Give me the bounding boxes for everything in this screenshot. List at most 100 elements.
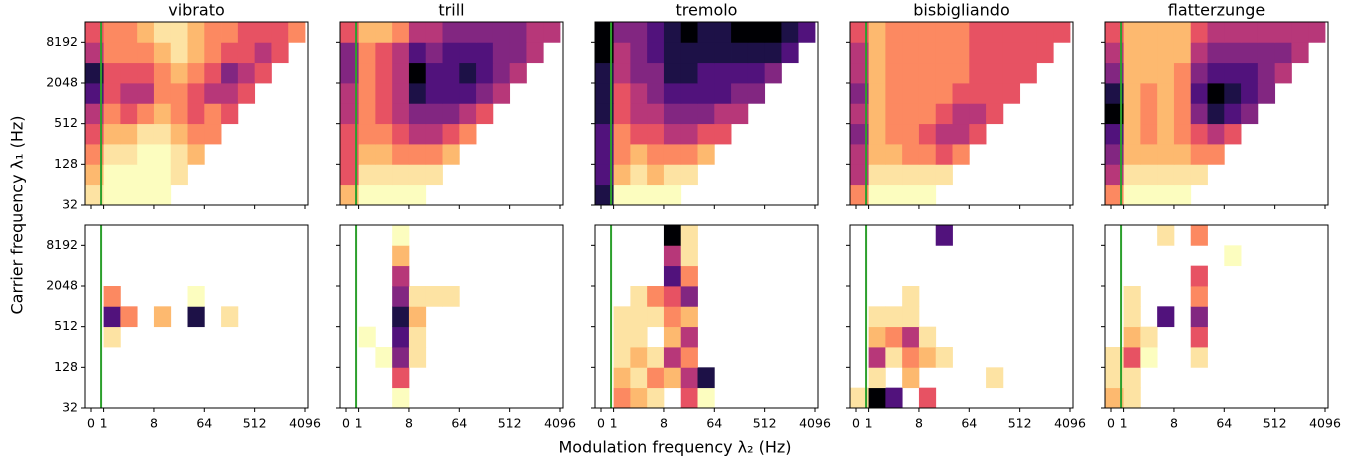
- heat-cell: [1190, 306, 1208, 328]
- heat-cell: [425, 62, 443, 84]
- heat-cell: [1173, 22, 1192, 43]
- panel-frame: [594, 224, 819, 409]
- heat-cell: [918, 144, 937, 165]
- heat-cell: [1157, 83, 1175, 104]
- heat-cell: [613, 103, 631, 125]
- heat-cell: [850, 62, 869, 84]
- heat-cell: [392, 42, 410, 64]
- x-tick-label: 8: [150, 416, 158, 431]
- heat-cell: [1105, 62, 1124, 84]
- heat-cell: [986, 62, 1004, 84]
- heat-cell: [902, 144, 920, 165]
- heat-cell: [103, 306, 121, 328]
- heat-cell: [1173, 103, 1192, 125]
- heat-cell: [647, 184, 665, 206]
- heat-cell: [103, 184, 121, 206]
- heat-cell: [697, 62, 715, 84]
- heat-cell: [392, 387, 410, 409]
- heat-cell: [647, 306, 665, 328]
- heat-cell: [1291, 22, 1309, 43]
- heat-cell: [902, 347, 920, 368]
- heat-cell: [1105, 103, 1124, 125]
- heat-cell: [103, 144, 121, 165]
- x-tick-label: 512: [753, 416, 777, 431]
- heat-cell: [969, 103, 987, 125]
- heat-cell: [1308, 22, 1326, 43]
- heat-cell: [647, 103, 665, 125]
- heat-cell: [442, 144, 460, 165]
- heat-cell: [680, 22, 698, 43]
- heat-cell: [375, 164, 393, 186]
- heat-cell: [153, 123, 172, 145]
- heat-cell: [459, 42, 477, 64]
- heat-cell: [1123, 22, 1141, 43]
- heat-cell: [885, 164, 903, 186]
- heat-cell: [1224, 62, 1242, 84]
- heat-cell: [1190, 123, 1208, 145]
- heat-cell: [358, 103, 376, 125]
- heat-cell: [221, 103, 239, 125]
- heat-cell: [764, 22, 782, 43]
- heat-cell: [442, 83, 460, 104]
- heat-cell: [935, 22, 953, 43]
- heat-cell: [969, 42, 987, 64]
- panel: 0 1 8 64 512 4096 32 128 512 2048 8192: [46, 224, 321, 431]
- heat-cell: [187, 103, 205, 125]
- heat-cell: [392, 306, 410, 328]
- x-tick-label: 0: [87, 416, 95, 431]
- panel: 0 1 8 64 512 4096: [1101, 224, 1341, 431]
- heat-cell: [613, 144, 631, 165]
- heat-cell: [526, 42, 544, 64]
- heat-cell: [1190, 144, 1208, 165]
- panel-title: flatterzunge: [1168, 1, 1266, 20]
- heat-cell: [375, 42, 393, 64]
- heat-cell: [1224, 123, 1242, 145]
- heat-cell: [1190, 164, 1208, 186]
- heat-cell: [492, 62, 511, 84]
- heat-cell: [868, 22, 886, 43]
- heat-cell: [1157, 184, 1175, 206]
- heat-cell: [663, 123, 682, 145]
- heat-cell: [935, 347, 953, 368]
- heat-cell: [918, 83, 937, 104]
- heat-cell: [663, 83, 682, 104]
- heat-cell: [1207, 123, 1225, 145]
- heat-cell: [408, 83, 427, 104]
- panel-frame: [339, 21, 564, 206]
- heat-cell: [340, 83, 359, 104]
- heat-cell: [663, 265, 682, 287]
- heat-cell: [1105, 22, 1124, 43]
- heat-cell: [1224, 83, 1242, 104]
- x-tick-label: 64: [196, 416, 212, 431]
- heat-cell: [647, 164, 665, 186]
- heat-cell: [902, 62, 920, 84]
- heat-cell: [714, 22, 732, 43]
- heat-cell: [781, 42, 799, 64]
- heat-cell: [680, 245, 698, 267]
- heat-cell: [902, 184, 920, 206]
- heat-cell: [714, 83, 732, 104]
- heat-cell: [170, 83, 188, 104]
- x-tick-label: 1: [100, 416, 108, 431]
- heat-cell: [663, 144, 682, 165]
- heat-cell: [221, 42, 239, 64]
- panel-frame: [1104, 21, 1329, 206]
- x-tick-label: 64: [706, 416, 722, 431]
- heat-cell: [1140, 103, 1158, 125]
- heat-cell: [237, 22, 256, 43]
- heat-cell: [1140, 83, 1158, 104]
- heat-cell: [425, 164, 443, 186]
- heat-cell: [442, 123, 460, 145]
- heat-cell: [392, 22, 410, 43]
- heat-cell: [680, 123, 698, 145]
- heat-cell: [1190, 326, 1208, 348]
- heat-cell: [1157, 144, 1175, 165]
- heat-cell: [731, 83, 749, 104]
- heat-cell: [340, 164, 359, 186]
- panel-title: bisbigliando: [913, 1, 1009, 20]
- heat-cell: [1053, 22, 1071, 43]
- heat-cell: [254, 62, 272, 84]
- heat-cell: [459, 83, 477, 104]
- heat-cell: [85, 83, 104, 104]
- heat-cell: [663, 164, 682, 186]
